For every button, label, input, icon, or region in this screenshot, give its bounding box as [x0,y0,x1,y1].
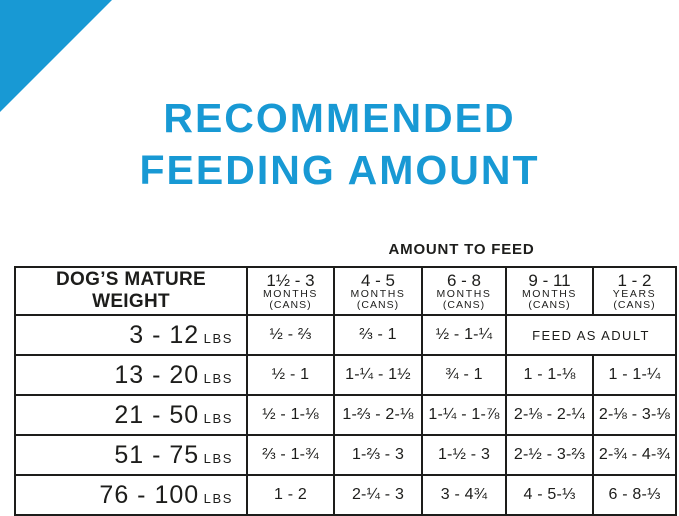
weight-cell: 3 - 12 LBS [14,314,248,356]
age-measure: (CANS) [442,298,486,311]
weight-unit: LBS [203,370,233,386]
age-period: MONTHS [521,287,578,300]
table-row: 76 - 100 LBS 1 - 2 2-¼ - 3 3 - 4¾ 4 - 5-… [14,474,677,516]
amount-cell: 2-⅛ - 2-¼ [505,394,594,436]
feeding-table: DOG’S MATURE WEIGHT 1½ - 3 MONTHS (CANS)… [14,266,677,516]
amount-to-feed-label: AMOUNT TO FEED [388,241,535,258]
amount-cell: ½ - 1-¼ [421,314,507,356]
amount-cell: 4 - 5-⅓ [505,474,594,516]
table-header-row: DOG’S MATURE WEIGHT 1½ - 3 MONTHS (CANS)… [14,266,677,316]
amount-cell: 1-⅔ - 2-⅛ [333,394,423,436]
amount-cell: ½ - 1 [246,354,335,396]
amount-cell: ½ - ⅔ [246,314,335,356]
amount-cell: ½ - 1-⅛ [246,394,335,436]
table-row: 21 - 50 LBS ½ - 1-⅛ 1-⅔ - 2-⅛ 1-¼ - 1-⅞ … [14,394,677,436]
amount-cell: 2-¾ - 4-¾ [592,434,677,476]
amount-cell: 1 - 2 [246,474,335,516]
age-range: 4 - 5 [360,270,396,290]
amount-cell: 1 - 1-⅛ [505,354,594,396]
weight-range: 21 - 50 [114,400,200,429]
age-range: 9 - 11 [528,270,571,290]
amount-cell: ⅔ - 1 [333,314,423,356]
amount-cell: 2-½ - 3-⅔ [505,434,594,476]
table-row: 13 - 20 LBS ½ - 1 1-¼ - 1½ ¾ - 1 1 - 1-⅛… [14,354,677,396]
age-column-header: 1 - 2 YEARS (CANS) [592,266,677,316]
corner-triangle-decoration [0,0,112,112]
amount-cell: ¾ - 1 [421,354,507,396]
age-period: YEARS [612,287,657,300]
table-row: 51 - 75 LBS ⅔ - 1-¾ 1-⅔ - 3 1-½ - 3 2-½ … [14,434,677,476]
age-column-header: 4 - 5 MONTHS (CANS) [333,266,423,316]
amount-cell: 1-¼ - 1-⅞ [421,394,507,436]
weight-unit: LBS [203,410,233,426]
amount-cell: 2-⅛ - 3-⅛ [592,394,677,436]
weight-unit: LBS [203,450,233,466]
weight-cell: 51 - 75 LBS [14,434,248,476]
amount-cell: 1 - 1-¼ [592,354,677,396]
amount-cell: 6 - 8-⅓ [592,474,677,516]
age-period: MONTHS [436,287,492,300]
age-column-header: 9 - 11 MONTHS (CANS) [505,266,594,316]
weight-range: 51 - 75 [114,440,200,469]
amount-cell: 1-⅔ - 3 [333,434,423,476]
age-period: MONTHS [262,287,319,300]
amount-cell: 1-½ - 3 [421,434,507,476]
age-range: 1 - 2 [617,270,652,290]
age-column-header: 6 - 8 MONTHS (CANS) [421,266,507,316]
weight-unit: LBS [203,330,233,346]
age-measure: (CANS) [269,298,312,311]
age-column-header: 1½ - 3 MONTHS (CANS) [246,266,335,316]
age-period: MONTHS [350,287,406,300]
amount-cell: 1-¼ - 1½ [333,354,423,396]
amount-cell: 2-¼ - 3 [333,474,423,516]
age-measure: (CANS) [613,298,656,311]
feed-as-adult-cell: FEED AS ADULT [505,314,677,356]
amount-cell: 3 - 4¾ [421,474,507,516]
page-title-line2: FEEDING AMOUNT [139,147,540,193]
age-measure: (CANS) [356,298,400,311]
weight-range: 3 - 12 [129,320,200,349]
weight-column-header: DOG’S MATURE WEIGHT [14,266,248,316]
page-title: RECOMMENDED FEEDING AMOUNT [0,92,679,196]
weight-cell: 21 - 50 LBS [14,394,248,436]
weight-cell: 13 - 20 LBS [14,354,248,396]
weight-range: 76 - 100 [99,480,200,509]
age-range: 6 - 8 [446,270,482,290]
weight-range: 13 - 20 [114,360,200,389]
age-measure: (CANS) [528,298,571,311]
weight-unit: LBS [203,490,233,506]
age-range: 1½ - 3 [266,270,315,290]
weight-cell: 76 - 100 LBS [14,474,248,516]
amount-cell: ⅔ - 1-¾ [246,434,335,476]
table-row: 3 - 12 LBS ½ - ⅔ ⅔ - 1 ½ - 1-¼ FEED AS A… [14,314,677,356]
page-title-line1: RECOMMENDED [163,95,516,141]
